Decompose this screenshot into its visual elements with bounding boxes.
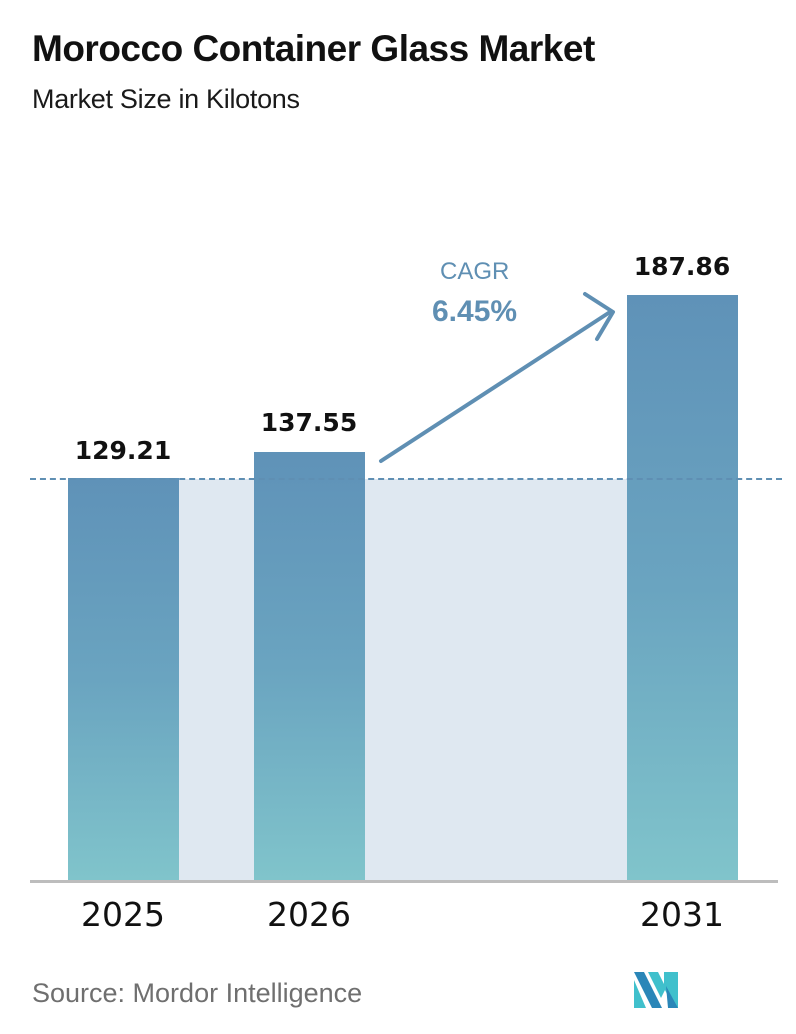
cagr-value: 6.45%: [432, 295, 518, 328]
background-band: [68, 479, 738, 880]
cagr-label: CAGR: [440, 258, 510, 285]
bar-2031: [627, 295, 738, 880]
bar-2026: [254, 452, 365, 880]
bar-2025: [68, 478, 179, 880]
chart-subtitle: Market Size in Kilotons: [32, 84, 300, 114]
value-label-2031: 187.86: [633, 252, 731, 281]
mordor-intelligence-logo-icon: [634, 972, 678, 1008]
reference-line: [30, 478, 782, 480]
x-label-2025: 2025: [81, 895, 165, 934]
x-axis: [30, 880, 778, 883]
source-text: Source: Mordor Intelligence: [32, 978, 363, 1008]
value-label-2025: 129.21: [74, 436, 172, 465]
x-label-2031: 2031: [640, 895, 724, 934]
x-label-2026: 2026: [267, 895, 351, 934]
value-label-2026: 137.55: [260, 408, 358, 437]
chart-title: Morocco Container Glass Market: [32, 28, 595, 69]
